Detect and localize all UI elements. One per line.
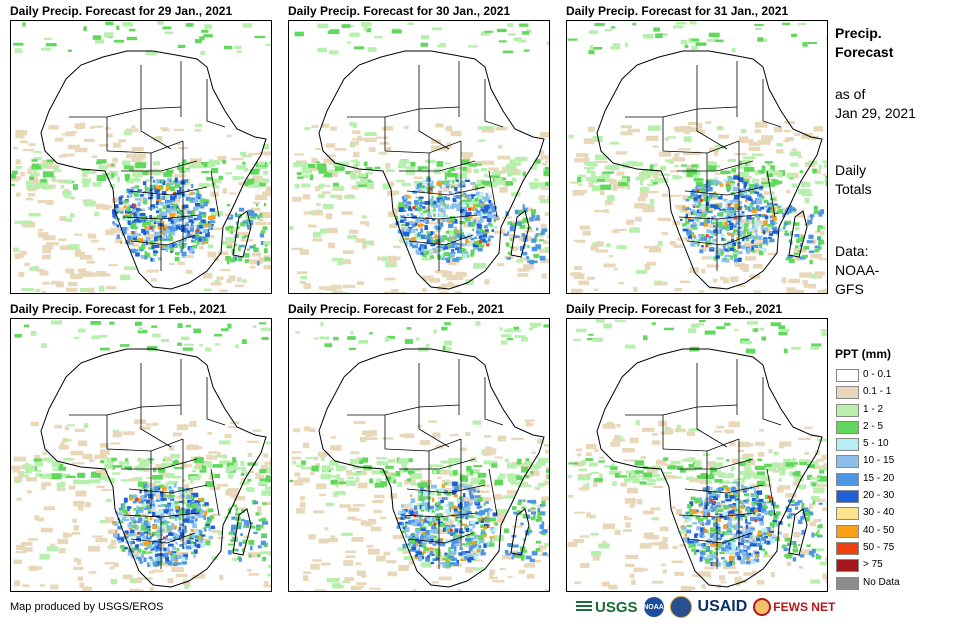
side-asof: as of Jan 29, 2021: [835, 85, 916, 123]
totals-line2: Totals: [835, 181, 872, 197]
legend-swatch: [836, 386, 859, 400]
legend-label: > 75: [863, 559, 883, 571]
data-line1: Data:: [835, 243, 869, 259]
precip-map: [567, 319, 827, 591]
legend-label: 1 - 2: [863, 403, 884, 415]
panel-title: Daily Precip. Forecast for 1 Feb., 2021: [10, 302, 227, 316]
forecast-panel-1-feb: Daily Precip. Forecast for 1 Feb., 2021: [10, 302, 280, 592]
map-frame: [566, 20, 828, 294]
legend-swatch: [836, 507, 859, 521]
side-title-line1: Precip.: [835, 25, 882, 41]
data-line2: NOAA-: [835, 262, 880, 278]
map-frame: [288, 318, 550, 592]
usgs-mark-icon: [576, 601, 592, 613]
map-frame: [288, 20, 550, 294]
panel-title: Daily Precip. Forecast for 30 Jan., 2021: [288, 4, 511, 18]
data-line3: GFS: [835, 281, 864, 297]
fews-net-logo: FEWS NET: [753, 598, 835, 616]
map-frame: [10, 20, 272, 294]
legend-swatch: [836, 524, 859, 538]
precip-map: [567, 21, 827, 293]
agency-logos: USGS NOAA USAID FEWS NET: [576, 594, 835, 620]
forecast-panel-30-jan: Daily Precip. Forecast for 30 Jan., 2021: [288, 4, 558, 294]
panel-title: Daily Precip. Forecast for 3 Feb., 2021: [566, 302, 783, 316]
legend-swatch: [836, 403, 859, 417]
panel-title: Daily Precip. Forecast for 2 Feb., 2021: [288, 302, 505, 316]
legend-swatch: [836, 420, 859, 434]
legend-label: No Data: [863, 576, 900, 588]
legend-label: 50 - 75: [863, 541, 895, 553]
legend-label: 5 - 10: [863, 438, 889, 450]
forecast-panel-31-jan: Daily Precip. Forecast for 31 Jan., 2021: [566, 4, 836, 294]
side-data-source: Data: NOAA- GFS: [835, 242, 879, 299]
legend-swatch: [836, 559, 859, 573]
side-title: Precip. Forecast: [835, 24, 893, 62]
legend-swatch: [836, 490, 859, 504]
precip-map: [289, 321, 549, 591]
legend-label: 10 - 15: [863, 455, 895, 467]
legend-label: 30 - 40: [863, 507, 895, 519]
map-credit: Map produced by USGS/EROS: [10, 601, 164, 613]
legend-title: PPT (mm): [835, 347, 892, 361]
asof-line2: Jan 29, 2021: [835, 105, 916, 121]
forecast-panel-29-jan: Daily Precip. Forecast for 29 Jan., 2021: [10, 4, 280, 294]
usaid-logo: USAID: [697, 598, 748, 615]
legend-label: 0.1 - 1: [863, 386, 892, 398]
side-title-line2: Forecast: [835, 44, 894, 60]
legend-label: 2 - 5: [863, 420, 884, 432]
map-frame: [10, 318, 272, 592]
map-frame: [566, 318, 828, 592]
legend-swatch: [836, 369, 859, 382]
legend-swatch: [836, 472, 859, 486]
noaa-logo: NOAA: [643, 597, 664, 617]
forecast-panel-3-feb: Daily Precip. Forecast for 3 Feb., 2021: [566, 302, 836, 592]
legend-label: 40 - 50: [863, 524, 895, 536]
usgs-logo: USGS: [576, 599, 638, 616]
totals-line1: Daily: [835, 162, 867, 178]
usaid-seal-icon: [669, 596, 692, 618]
legend-swatch: [836, 438, 859, 452]
legend-label: 15 - 20: [863, 472, 895, 484]
legend-swatch: [836, 576, 859, 590]
precip-map: [11, 21, 271, 293]
panel-title: Daily Precip. Forecast for 31 Jan., 2021: [566, 4, 789, 18]
precip-map: [11, 320, 271, 591]
side-totals: Daily Totals: [835, 161, 872, 199]
legend-swatch: [836, 455, 859, 469]
precip-map: [289, 21, 549, 293]
asof-line1: as of: [835, 86, 866, 102]
fews-ring-icon: [753, 598, 772, 616]
forecast-panel-2-feb: Daily Precip. Forecast for 2 Feb., 2021: [288, 302, 558, 592]
legend-swatch: [836, 541, 859, 555]
panel-title: Daily Precip. Forecast for 29 Jan., 2021: [10, 4, 233, 18]
legend-label: 20 - 30: [863, 490, 895, 502]
legend-label: 0 - 0.1: [863, 369, 892, 380]
